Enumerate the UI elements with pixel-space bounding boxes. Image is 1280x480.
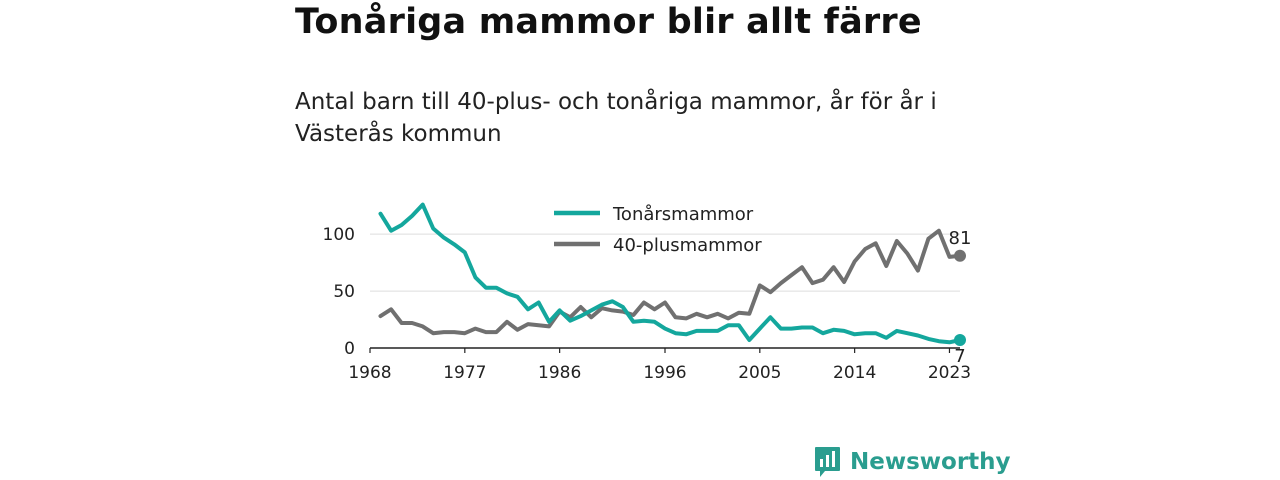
end-marker-tonarsmammor [954,334,966,347]
axes: 0 50 100 1968 1977 1986 1996 2005 2014 2023 [323,225,972,383]
chart-title: Tonåriga mammor blir allt färre [295,2,922,42]
end-markers: 7 81 [949,228,972,367]
end-label-40-plusmammor: 81 [949,228,972,249]
x-tick-label: 2005 [738,363,781,383]
x-tick-label: 2014 [833,363,876,383]
x-tick-label: 1977 [443,363,486,383]
chart-subtitle: Antal barn till 40-plus- och tonåriga ma… [295,89,937,147]
x-tick-label: 2023 [928,363,971,383]
newsworthy-logo-icon [815,447,840,477]
newsworthy-logo: Newsworthy [814,446,1011,478]
brand-name: Newsworthy [850,449,1011,475]
y-tick-label: 0 [344,339,355,359]
series-line-tonarsmammor [378,202,962,345]
x-tick-label: 1968 [348,363,391,383]
legend-label-forty: 40-plusmammor [613,235,762,256]
x-tick-label: 1996 [643,363,686,383]
end-marker-40-plusmammor [954,249,966,262]
series-line-40-plusmammor [378,228,962,336]
end-label-tonarsmammor: 7 [954,346,965,367]
gridlines [370,233,960,292]
x-tick-label: 1986 [538,363,581,383]
y-tick-label: 100 [323,225,355,245]
legend-label-teen: Tonårsmammor [612,204,754,225]
legend: Tonårsmammor 40-plusmammor [554,204,762,256]
y-tick-label: 50 [333,282,355,302]
series-lines [378,202,962,345]
